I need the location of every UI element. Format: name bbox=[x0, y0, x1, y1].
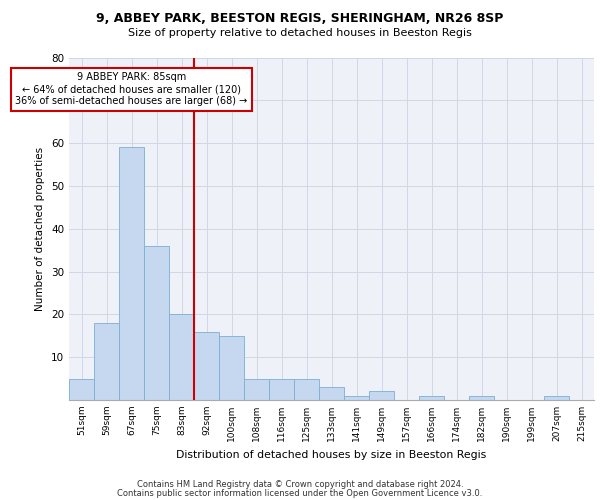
Bar bbox=[94, 323, 119, 400]
Text: 9 ABBEY PARK: 85sqm
← 64% of detached houses are smaller (120)
36% of semi-detac: 9 ABBEY PARK: 85sqm ← 64% of detached ho… bbox=[16, 72, 248, 106]
Bar bbox=[344, 396, 369, 400]
Bar bbox=[419, 396, 444, 400]
Text: Size of property relative to detached houses in Beeston Regis: Size of property relative to detached ho… bbox=[128, 28, 472, 38]
Bar bbox=[69, 378, 94, 400]
Bar bbox=[194, 332, 219, 400]
Bar bbox=[219, 336, 244, 400]
Bar bbox=[119, 148, 144, 400]
Text: Contains public sector information licensed under the Open Government Licence v3: Contains public sector information licen… bbox=[118, 489, 482, 498]
X-axis label: Distribution of detached houses by size in Beeston Regis: Distribution of detached houses by size … bbox=[176, 450, 487, 460]
Y-axis label: Number of detached properties: Number of detached properties bbox=[35, 146, 46, 311]
Bar bbox=[469, 396, 494, 400]
Bar bbox=[319, 387, 344, 400]
Bar bbox=[544, 396, 569, 400]
Text: Contains HM Land Registry data © Crown copyright and database right 2024.: Contains HM Land Registry data © Crown c… bbox=[137, 480, 463, 489]
Bar bbox=[369, 392, 394, 400]
Bar bbox=[144, 246, 169, 400]
Bar bbox=[244, 378, 269, 400]
Bar bbox=[269, 378, 294, 400]
Bar bbox=[294, 378, 319, 400]
Bar bbox=[169, 314, 194, 400]
Text: 9, ABBEY PARK, BEESTON REGIS, SHERINGHAM, NR26 8SP: 9, ABBEY PARK, BEESTON REGIS, SHERINGHAM… bbox=[97, 12, 503, 26]
